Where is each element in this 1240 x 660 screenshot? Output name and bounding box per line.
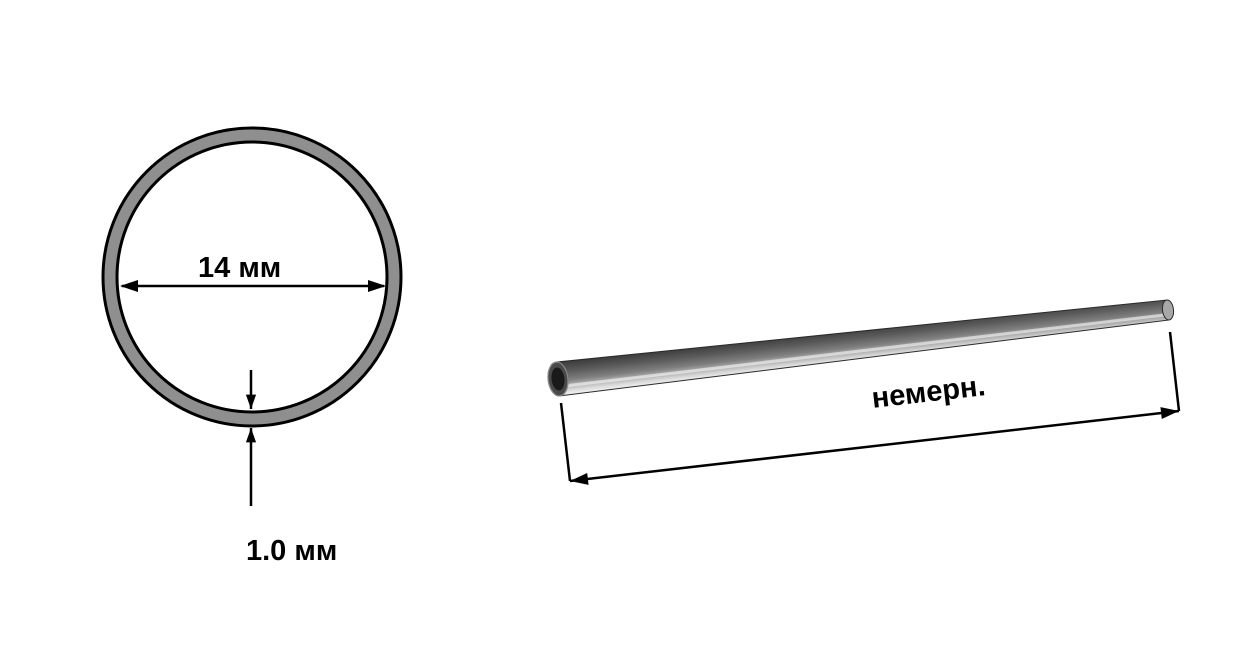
length-ext-right xyxy=(1170,332,1179,411)
pipe-highlight xyxy=(559,314,1169,386)
diagram-stage: 14 мм 1.0 мм немерн. xyxy=(0,0,1240,660)
pipe-body xyxy=(556,300,1169,396)
wall-thickness-label: 1.0 мм xyxy=(246,535,337,568)
diameter-label: 14 мм xyxy=(198,252,281,285)
length-dim-line xyxy=(570,411,1179,481)
length-ext-left xyxy=(561,403,570,481)
diagram-svg xyxy=(0,0,1240,660)
